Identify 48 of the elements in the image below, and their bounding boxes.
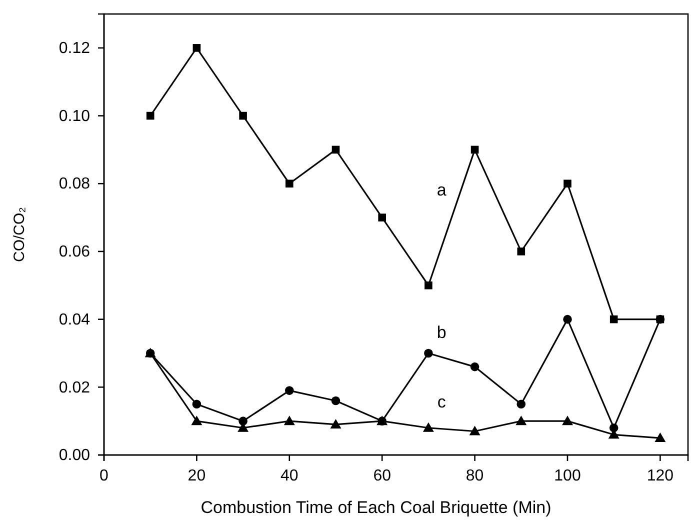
y-tick-label: 0.00 [58, 447, 90, 464]
point [422, 422, 434, 432]
point [654, 432, 666, 442]
y-axis-title: CO/CO₂ [11, 206, 28, 262]
y-tick-label: 0.10 [58, 108, 90, 125]
point [564, 180, 572, 188]
point [516, 416, 527, 426]
point [331, 396, 340, 406]
point [562, 416, 573, 426]
point [378, 214, 386, 222]
point [239, 112, 247, 120]
y-tick-label: 0.02 [58, 379, 90, 396]
point [146, 112, 154, 120]
x-tick-label: 120 [646, 467, 674, 484]
point [656, 315, 664, 324]
point [563, 314, 572, 324]
x-axis-title: Combustion Time of Each Coal Briquette (Min) [200, 498, 552, 517]
y-tick-label: 0.04 [58, 311, 90, 328]
y-tick-label: 0.12 [58, 40, 90, 58]
point [424, 281, 432, 290]
point [517, 248, 526, 256]
point [516, 400, 526, 409]
point [469, 426, 480, 436]
point [424, 348, 433, 358]
x-tick-label: 80 [466, 467, 484, 484]
point [192, 44, 201, 52]
y-tick-label: 0.08 [58, 176, 90, 193]
series-label: b [436, 323, 446, 342]
x-tick-label: 0 [100, 467, 109, 484]
point [285, 180, 294, 188]
series-label: a [436, 180, 447, 200]
y-tick-label: 0.06 [58, 244, 90, 261]
point [332, 146, 340, 154]
point [284, 416, 295, 426]
point [609, 423, 618, 432]
point [470, 362, 480, 372]
series-label: c [437, 392, 446, 412]
point [191, 416, 202, 426]
point [610, 315, 618, 324]
x-tick-label: 40 [280, 467, 298, 484]
x-tick-label: 60 [373, 467, 392, 484]
x-tick-label: 100 [554, 467, 581, 484]
x-tick-label: 20 [188, 467, 206, 484]
point [192, 400, 202, 409]
point [470, 146, 479, 154]
point [238, 416, 248, 426]
point [330, 418, 342, 428]
point [284, 386, 294, 395]
